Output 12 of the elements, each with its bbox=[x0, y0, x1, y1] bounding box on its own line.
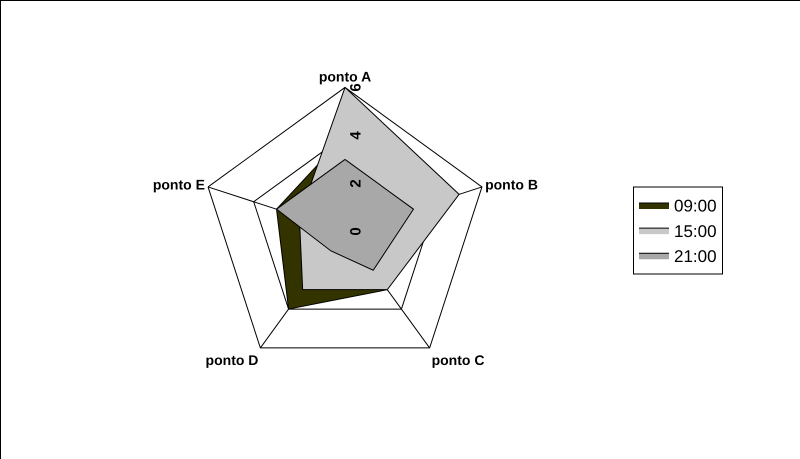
y-tick-label: 2 bbox=[348, 179, 364, 188]
spoke-label: ponto B bbox=[485, 176, 538, 193]
spoke-label: ponto A bbox=[318, 68, 372, 84]
spoke-label: ponto E bbox=[152, 176, 205, 193]
y-tick-label: 4 bbox=[348, 130, 364, 140]
legend-label: 21:00 bbox=[674, 246, 717, 266]
spoke-label: ponto C bbox=[432, 352, 484, 368]
y-tick-label: 6 bbox=[348, 83, 364, 92]
legend-label: 09:00 bbox=[674, 196, 717, 216]
legend-label: 15:00 bbox=[674, 222, 717, 241]
y-tick-label: 0 bbox=[348, 227, 364, 236]
spoke-label: ponto D bbox=[206, 352, 258, 368]
